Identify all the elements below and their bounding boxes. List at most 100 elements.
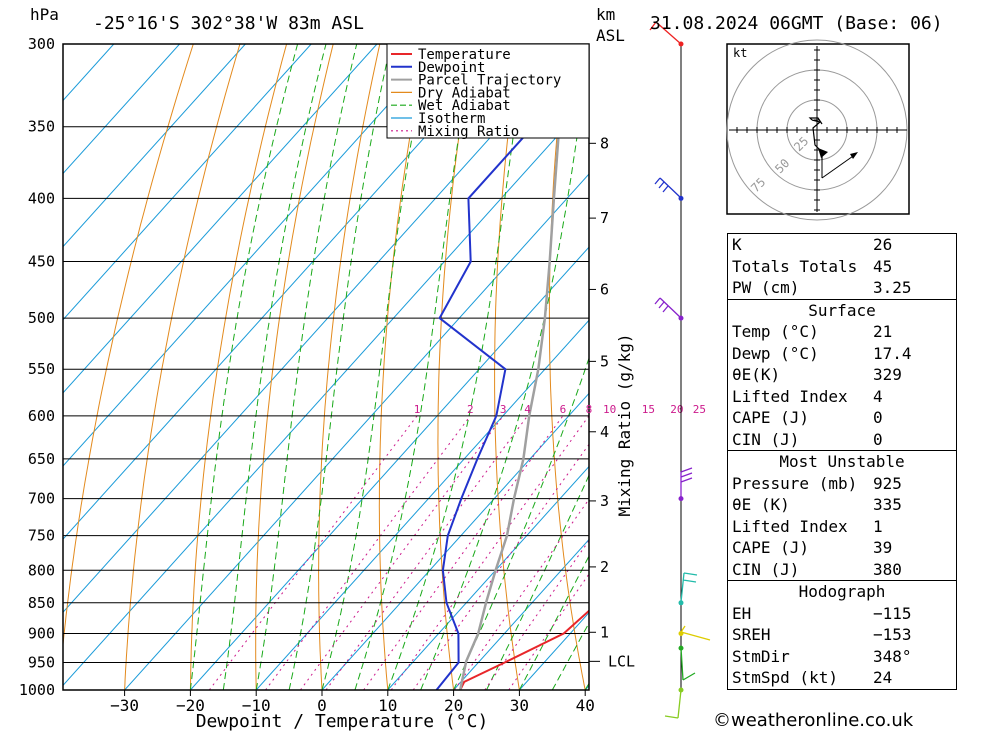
x-tick-label: −10: [242, 696, 271, 715]
pressure-tick-label: 950: [28, 653, 55, 671]
pressure-tick-label: 450: [28, 253, 55, 271]
isotherm-line: [63, 44, 575, 613]
temperature-line: [459, 609, 589, 690]
mixing-ratio-line: [508, 573, 589, 690]
indices-label: CAPE (J): [732, 538, 810, 557]
indices-row: StmDir 348°: [728, 646, 956, 668]
mixing-ratio-label: 4: [524, 403, 531, 416]
mixing-ratio-axis-label: Mixing Ratio (g/kg): [615, 333, 634, 516]
indices-row: CAPE (J) 0: [728, 407, 956, 429]
storm-motion-marker: [818, 148, 828, 158]
indices-label: CAPE (J): [732, 408, 810, 427]
indices-row: EH −115: [728, 603, 956, 625]
x-tick-label: −20: [176, 696, 205, 715]
height-tick-label: 1: [600, 623, 609, 641]
indices-label: Temp (°C): [732, 322, 819, 341]
hodograph-unit: kt: [733, 46, 747, 60]
indices-label: K: [732, 235, 742, 254]
pressure-tick-label: 900: [28, 624, 55, 642]
pressure-tick-label: 750: [28, 527, 55, 545]
alt-unit-label: km: [596, 5, 615, 24]
indices-value: 39: [873, 538, 893, 557]
isotherm-line: [190, 246, 589, 690]
isotherm-line: [387, 465, 589, 690]
x-axis-label: Dewpoint / Temperature (°C): [196, 711, 489, 732]
indices-section-title: Most Unstable: [779, 452, 905, 471]
isotherm-line: [255, 319, 589, 690]
indices-section: K 26 Totals Totals 45 PW (cm) 3.25: [728, 234, 956, 299]
indices-row: StmSpd (kt) 24: [728, 667, 956, 689]
indices-label: Totals Totals: [732, 256, 858, 276]
dry-adiabat-line: [124, 44, 241, 690]
indices-row: K 26: [728, 234, 956, 256]
indices-section-title: Hodograph: [798, 582, 886, 601]
indices-value: 4: [873, 386, 883, 406]
indices-value: −153: [873, 625, 912, 644]
height-tick-label: 7: [600, 209, 609, 227]
pressure-tick-label: 500: [28, 309, 55, 327]
wind-profile: [649, 21, 711, 719]
wet-adiabat-line: [288, 44, 392, 690]
hodograph-trace: [808, 117, 823, 125]
indices-label: Dewp (°C): [732, 343, 819, 363]
height-tick-label: 2: [600, 558, 609, 576]
indices-row: θE(K) 329: [728, 364, 956, 386]
pressure-tick-label: 550: [28, 360, 55, 378]
datetime-title: 31.08.2024 06GMT (Base: 06): [650, 13, 943, 34]
wet-adiabat-line: [453, 356, 589, 690]
indices-row: CIN (J) 0: [728, 429, 956, 451]
legend-entry: Dewpoint: [418, 60, 485, 76]
x-tick-label: 10: [378, 696, 397, 715]
indices-label: Pressure (mb): [732, 473, 858, 493]
mixing-ratio-label: 15: [642, 403, 655, 416]
indices-value: 0: [873, 429, 883, 449]
indices-row: θE (K) 335: [728, 494, 956, 516]
dry-adiabat-line: [548, 44, 586, 690]
wind-barb: [654, 297, 682, 319]
location-title: -25°16'S 302°38'W 83m ASL: [93, 13, 364, 34]
indices-table: K 26 Totals Totals 45 PW (cm) 3.25 Surface Temp…: [727, 233, 957, 690]
wind-level-dot: [678, 496, 684, 502]
x-tick-label: 20: [444, 696, 463, 715]
isotherm-line: [124, 173, 589, 690]
isotherm-line: [63, 44, 509, 540]
indices-row: Temp (°C) 21: [728, 321, 956, 343]
mixing-ratio-label: 1: [414, 403, 421, 416]
wind-barb: [680, 647, 696, 681]
dry-adiabat-line: [986, 44, 1000, 690]
x-tick-label: −30: [110, 696, 139, 715]
pressure-tick-label: 850: [28, 594, 55, 612]
wet-adiabat-line: [354, 44, 475, 690]
mixing-ratio-label: 20: [670, 403, 683, 416]
mixing-ratio-label: 8: [586, 403, 593, 416]
pressure-tick-label: 400: [28, 189, 55, 207]
indices-label: Lifted Index: [732, 516, 848, 536]
pressure-tick-label: 350: [28, 118, 55, 136]
storm-motion-arrowhead: [850, 152, 858, 159]
indices-section: Most Unstable Pressure (mb) 925 θE (K) 335 Li…: [728, 450, 956, 580]
isotherm-line: [63, 44, 444, 467]
indices-label: StmSpd (kt): [732, 668, 838, 687]
indices-label: Lifted Index: [732, 386, 848, 406]
pressure-tick-label: 1000: [19, 681, 55, 699]
indices-row: Dewp (°C) 17.4: [728, 343, 956, 365]
indices-label: EH: [732, 603, 752, 623]
x-tick-label: 30: [510, 696, 529, 715]
wind-level-dot: [678, 600, 684, 606]
indices-value: 26: [873, 235, 893, 254]
indices-label: PW (cm): [732, 278, 800, 297]
footer-credit: ©weatheronline.co.uk: [713, 710, 914, 731]
indices-value: 1: [873, 516, 883, 536]
indices-row: SREH −153: [728, 624, 956, 646]
isotherm-line: [63, 44, 378, 394]
wind-barb: [680, 625, 711, 641]
pressure-tick-label: 300: [28, 35, 55, 53]
isotherm-line: [453, 538, 589, 690]
storm-motion-vector: [821, 153, 857, 179]
indices-label: StmDir: [732, 646, 790, 666]
indices-value: 0: [873, 408, 883, 427]
dry-adiabat-line: [437, 44, 474, 690]
legend-entry: Dry Adiabat: [418, 85, 511, 101]
indices-value: 3.25: [873, 278, 912, 297]
